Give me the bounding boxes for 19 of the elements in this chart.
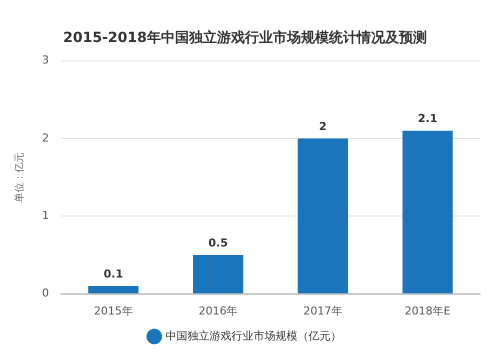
bar bbox=[192, 254, 244, 294]
legend-label: 中国独立游戏行业市场规模（亿元） bbox=[165, 329, 342, 342]
y-tick-label: 0 bbox=[42, 286, 49, 300]
x-tick-label: 2018年E bbox=[404, 304, 451, 318]
y-tick-label: 3 bbox=[42, 54, 49, 67]
bar bbox=[298, 138, 348, 294]
data-label: 2.1 bbox=[418, 112, 438, 126]
y-axis-title: 单位：亿元 bbox=[14, 152, 26, 202]
y-tick-label: 2 bbox=[42, 131, 49, 144]
y-tick-label: 1 bbox=[42, 208, 49, 222]
x-tick-label: 2017年 bbox=[303, 304, 342, 318]
x-tick-label: 2015年 bbox=[94, 304, 133, 318]
data-label: 0.1 bbox=[104, 267, 124, 280]
bar bbox=[88, 286, 139, 294]
bar bbox=[402, 130, 453, 294]
chart-title: 2015-2018年中国独立游戏行业市场规模统计情况及预测 bbox=[63, 29, 427, 46]
data-label: 2 bbox=[319, 120, 327, 133]
x-tick-label: 2016年 bbox=[198, 304, 238, 318]
data-label: 0.5 bbox=[208, 236, 228, 250]
